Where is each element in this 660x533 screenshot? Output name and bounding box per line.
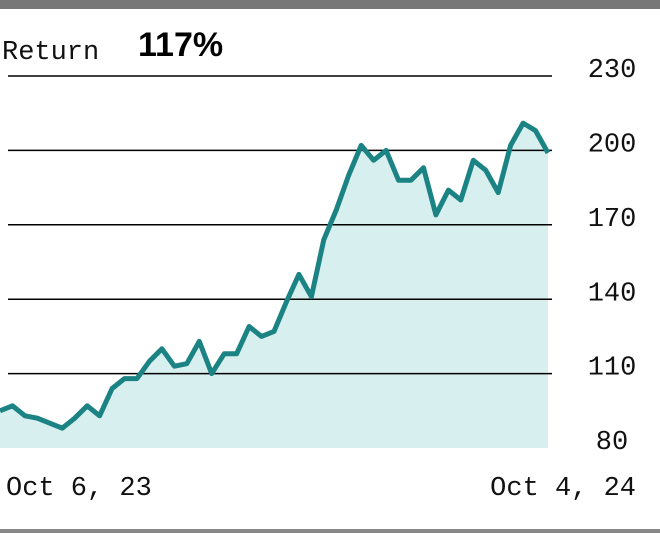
y-tick-label: 110 (588, 354, 637, 384)
y-tick-label: 230 (588, 56, 637, 86)
bottom-bar (0, 529, 660, 533)
top-bar (0, 0, 660, 9)
return-highlight: 117% (138, 26, 223, 64)
y-tick-label: 200 (588, 131, 637, 161)
y-tick-label: 140 (588, 279, 637, 309)
chart-title: Return (2, 38, 99, 68)
x-tick-label: Oct 4, 24 (490, 474, 636, 504)
line (0, 120, 551, 431)
y-tick-label: 170 (588, 205, 637, 235)
plot-area (0, 75, 552, 448)
area-fill (0, 123, 548, 448)
x-tick-label: Oct 6, 23 (6, 474, 152, 504)
y-tick-label: 80 (596, 428, 628, 458)
